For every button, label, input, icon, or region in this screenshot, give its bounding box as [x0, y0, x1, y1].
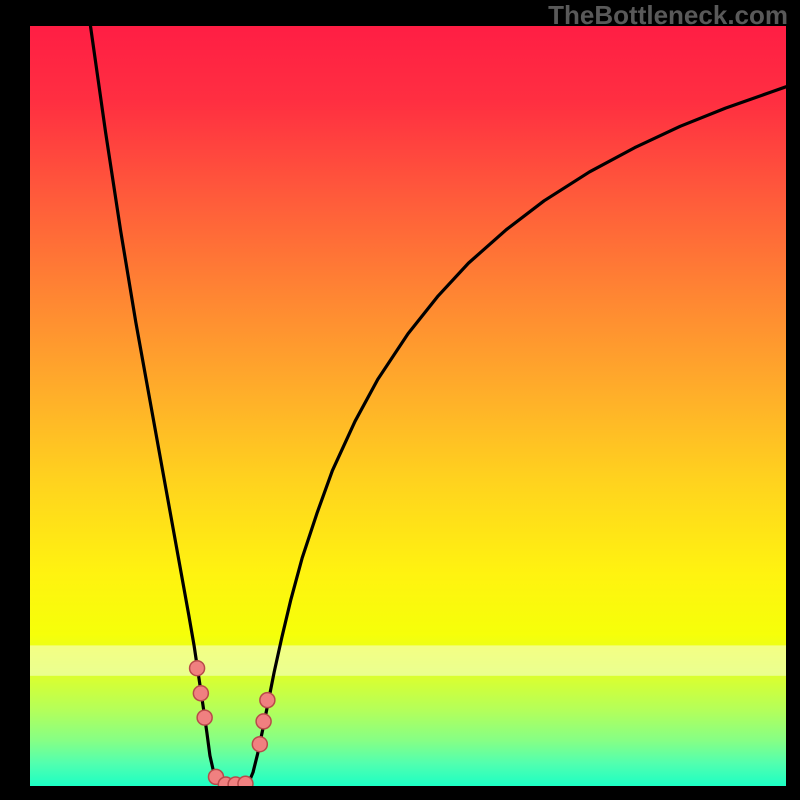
data-marker [256, 714, 271, 729]
data-marker [193, 686, 208, 701]
data-marker [252, 737, 267, 752]
chart-svg [30, 26, 786, 786]
data-marker [190, 661, 205, 676]
data-marker [238, 776, 253, 786]
data-marker [260, 693, 275, 708]
watermark-text: TheBottleneck.com [548, 0, 788, 31]
data-marker [197, 710, 212, 725]
plot-area [30, 26, 786, 786]
highlight-band [30, 645, 786, 675]
